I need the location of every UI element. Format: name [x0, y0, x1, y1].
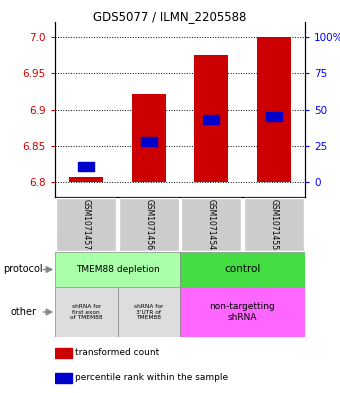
Bar	[244, 198, 304, 251]
Text: control: control	[224, 264, 261, 274]
Bar	[55, 287, 118, 337]
Bar	[55, 373, 72, 383]
Bar	[203, 115, 219, 124]
Text: percentile rank within the sample: percentile rank within the sample	[75, 373, 228, 382]
Bar	[180, 252, 305, 287]
Text: TMEM88 depletion: TMEM88 depletion	[75, 265, 159, 274]
Text: shRNA for
first exon
of TMEM88: shRNA for first exon of TMEM88	[70, 304, 103, 320]
Bar	[194, 55, 228, 182]
Bar	[266, 112, 282, 121]
Text: GSM1071454: GSM1071454	[207, 199, 216, 250]
Text: GSM1071457: GSM1071457	[82, 199, 91, 250]
Text: protocol: protocol	[3, 264, 43, 274]
Bar	[56, 198, 116, 251]
Text: shRNA for
3'UTR of
TMEM88: shRNA for 3'UTR of TMEM88	[134, 304, 164, 320]
Bar	[69, 177, 103, 182]
Bar	[119, 198, 179, 251]
Bar	[55, 252, 180, 287]
Text: transformed count: transformed count	[75, 348, 159, 357]
Text: GSM1071455: GSM1071455	[269, 199, 278, 250]
Text: other: other	[10, 307, 36, 317]
Bar	[141, 137, 156, 146]
Bar	[180, 287, 305, 337]
Bar	[118, 287, 180, 337]
Bar	[132, 94, 166, 182]
Text: non-targetting
shRNA: non-targetting shRNA	[210, 302, 275, 322]
Bar	[79, 162, 94, 171]
Text: GDS5077 / ILMN_2205588: GDS5077 / ILMN_2205588	[93, 10, 247, 23]
Bar	[257, 37, 291, 182]
Text: GSM1071456: GSM1071456	[144, 199, 153, 250]
Bar	[181, 198, 241, 251]
Bar	[55, 348, 72, 358]
